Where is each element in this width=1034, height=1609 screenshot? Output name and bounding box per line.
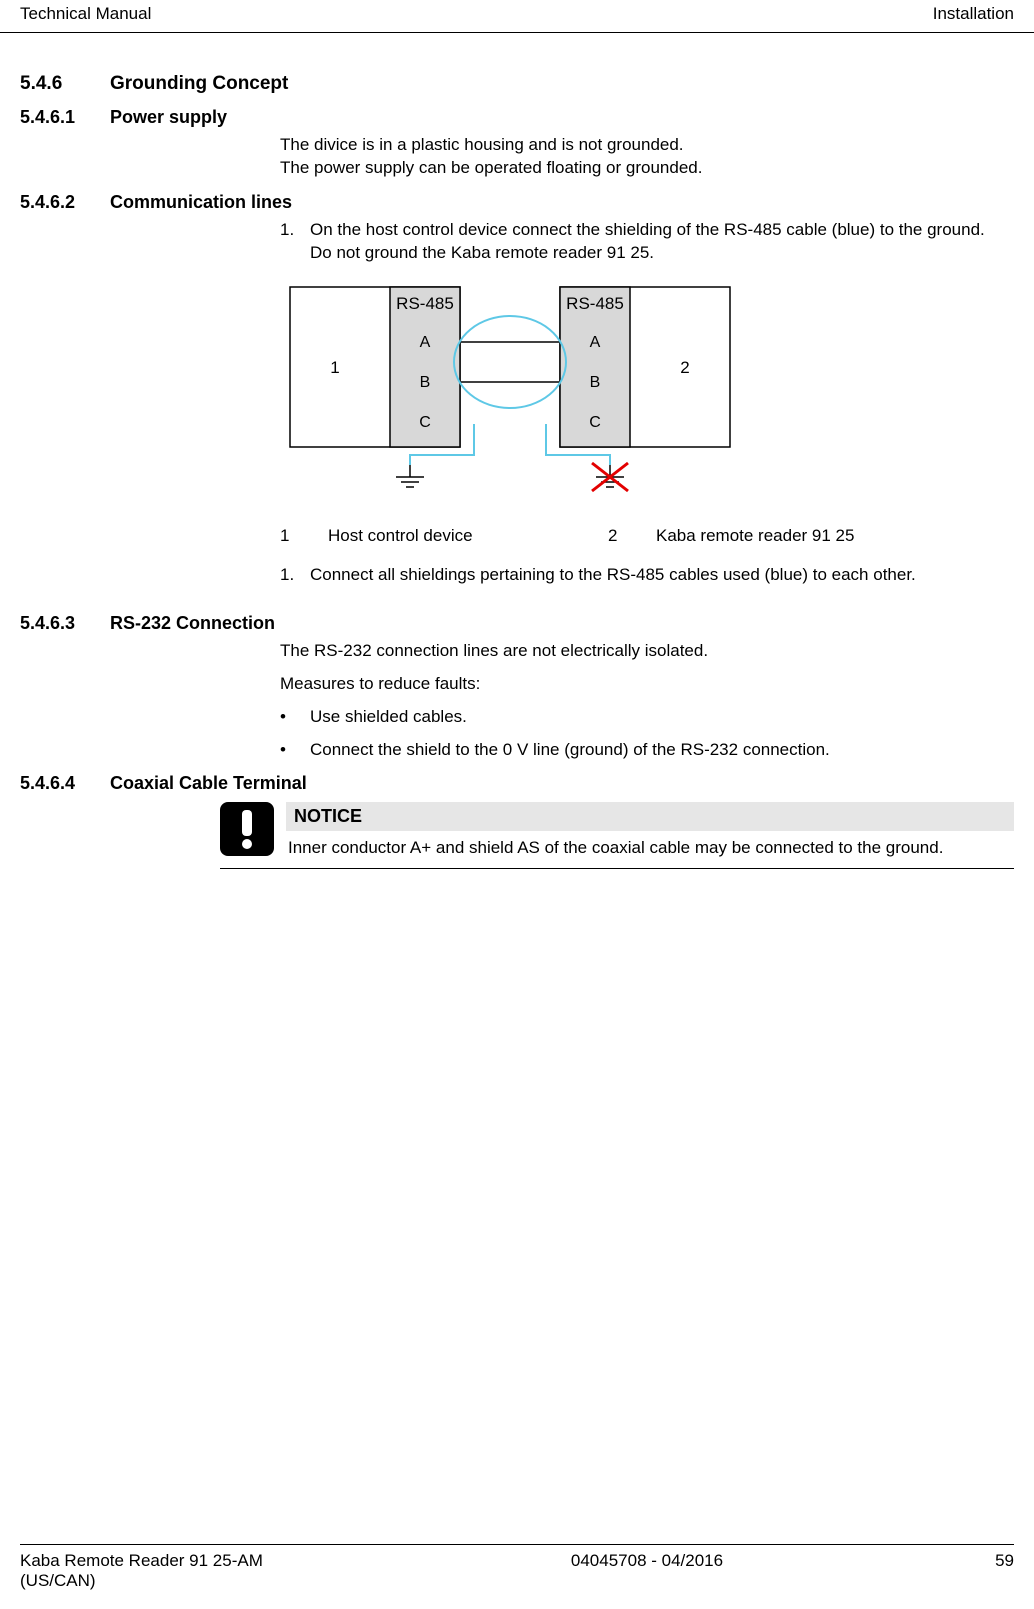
paragraph: On the host control device connect the s… [310, 219, 1014, 242]
section-number: 5.4.6.4 [20, 773, 110, 794]
body-text: 1. Connect all shieldings pertaining to … [280, 564, 1014, 587]
list-item: 1. Connect all shieldings pertaining to … [280, 564, 1014, 587]
list-item: • Connect the shield to the 0 V line (gr… [280, 739, 1014, 762]
notice-block: NOTICE Inner conductor A+ and shield AS … [220, 802, 1014, 869]
diagram-svg: RS-485 RS-485 A A B B C C 1 2 [280, 277, 780, 507]
header-right: Installation [933, 4, 1014, 24]
list-text: Connect all shieldings pertaining to the… [310, 564, 1014, 587]
paragraph: The RS-232 connection lines are not elec… [280, 640, 1014, 663]
section-number: 5.4.6.2 [20, 192, 110, 213]
svg-text:C: C [419, 414, 431, 431]
svg-text:B: B [590, 374, 601, 391]
exclamation-icon [220, 802, 274, 856]
svg-text:RS-485: RS-485 [396, 294, 454, 313]
list-item: • Use shielded cables. [280, 706, 1014, 729]
section-title: RS-232 Connection [110, 613, 275, 634]
bullet-icon: • [280, 739, 310, 762]
footer-left: Kaba Remote Reader 91 25-AM (US/CAN) [20, 1551, 340, 1591]
list-marker: 1. [280, 219, 310, 265]
body-text: 1. On the host control device connect th… [280, 219, 1014, 265]
bullet-icon: • [280, 706, 310, 729]
paragraph: Measures to reduce faults: [280, 673, 1014, 696]
svg-text:C: C [589, 414, 601, 431]
page-content: 5.4.6 Grounding Concept 5.4.6.1 Power su… [0, 33, 1034, 869]
header-left: Technical Manual [20, 4, 151, 24]
body-text: The RS-232 connection lines are not elec… [280, 640, 1014, 762]
paragraph: The power supply can be operated floatin… [280, 157, 1014, 180]
section-546: 5.4.6 Grounding Concept [20, 73, 1014, 95]
section-title: Communication lines [110, 192, 292, 213]
svg-text:A: A [590, 334, 601, 351]
footer-page-number: 59 [954, 1551, 1014, 1591]
section-number: 5.4.6 [20, 73, 110, 95]
page-footer: Kaba Remote Reader 91 25-AM (US/CAN) 040… [20, 1544, 1014, 1591]
section-title: Power supply [110, 107, 227, 128]
svg-text:RS-485: RS-485 [566, 294, 624, 313]
legend-number: 1 [280, 526, 328, 546]
svg-text:2: 2 [680, 358, 689, 377]
section-5464: 5.4.6.4 Coaxial Cable Terminal [20, 773, 1014, 794]
legend-text: Host control device [328, 526, 608, 546]
svg-text:B: B [420, 374, 431, 391]
section-number: 5.4.6.1 [20, 107, 110, 128]
section-title: Coaxial Cable Terminal [110, 773, 307, 794]
svg-text:A: A [420, 334, 431, 351]
section-title: Grounding Concept [110, 73, 288, 95]
svg-text:1: 1 [330, 358, 339, 377]
section-number: 5.4.6.3 [20, 613, 110, 634]
paragraph: Do not ground the Kaba remote reader 91 … [310, 242, 1014, 265]
list-text: Connect the shield to the 0 V line (grou… [310, 739, 830, 762]
section-5463: 5.4.6.3 RS-232 Connection [20, 613, 1014, 634]
list-marker: 1. [280, 564, 310, 587]
list-item: 1. On the host control device connect th… [280, 219, 1014, 265]
legend-number: 2 [608, 526, 656, 546]
list-text: On the host control device connect the s… [310, 219, 1014, 265]
notice-label: NOTICE [286, 802, 1014, 831]
footer-center: 04045708 - 04/2016 [340, 1551, 954, 1591]
section-5461: 5.4.6.1 Power supply [20, 107, 1014, 128]
page-header: Technical Manual Installation [0, 0, 1034, 33]
notice-body: NOTICE Inner conductor A+ and shield AS … [286, 802, 1014, 860]
diagram-legend: 1 Host control device 2 Kaba remote read… [280, 526, 1014, 546]
notice-text: Inner conductor A+ and shield AS of the … [286, 837, 1014, 860]
section-5462: 5.4.6.2 Communication lines [20, 192, 1014, 213]
body-text: The divice is in a plastic housing and i… [280, 134, 1014, 180]
rs485-grounding-diagram: RS-485 RS-485 A A B B C C 1 2 [280, 277, 1014, 512]
paragraph: The divice is in a plastic housing and i… [280, 134, 1014, 157]
legend-text: Kaba remote reader 91 25 [656, 526, 936, 546]
list-text: Use shielded cables. [310, 706, 467, 729]
